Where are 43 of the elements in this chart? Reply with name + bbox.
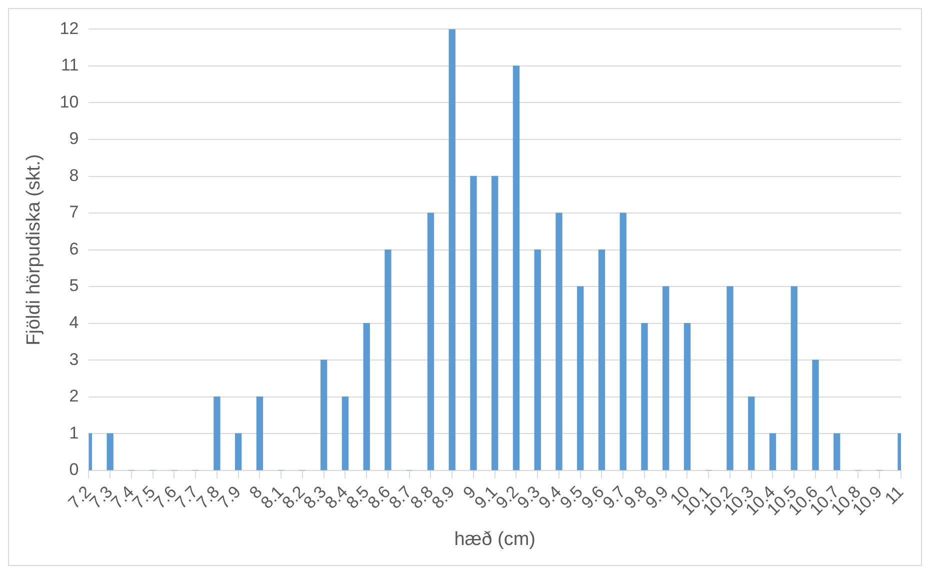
x-tick-label: 11 (881, 482, 908, 508)
bar (384, 249, 392, 470)
bar (662, 286, 670, 470)
y-tick-label: 12 (60, 18, 79, 38)
y-tick-label: 3 (69, 350, 79, 369)
bar (684, 322, 691, 470)
y-tick-label: 4 (69, 313, 79, 332)
y-tick-label: 1 (69, 423, 79, 442)
bar (748, 396, 755, 470)
x-axis-title: hæð (cm) (454, 528, 536, 550)
bar (790, 286, 798, 470)
bar (726, 286, 734, 470)
bar (363, 322, 370, 470)
bar (598, 249, 606, 470)
bar (235, 433, 242, 470)
y-tick-label: 5 (69, 276, 79, 296)
bar (769, 433, 776, 470)
y-tick-label: 7 (69, 202, 79, 222)
bar (641, 322, 648, 470)
bar (320, 360, 328, 470)
y-tick-label: 11 (61, 56, 79, 75)
bar (834, 433, 840, 470)
y-axis-title: Fjöldi hörpudiska (skt.) (24, 154, 45, 346)
bar (427, 212, 434, 470)
bar (534, 249, 541, 470)
y-tick-label: 2 (69, 386, 79, 406)
bar (256, 396, 264, 470)
bar (556, 212, 562, 470)
bar (342, 396, 349, 470)
bar (214, 396, 220, 470)
bar (620, 212, 626, 470)
bar (512, 66, 520, 470)
y-tick-label: 8 (69, 166, 79, 185)
bar (470, 176, 477, 470)
y-tick-label: 6 (69, 239, 79, 258)
bar (106, 433, 114, 470)
y-tick-label: 9 (69, 129, 79, 148)
y-tick-label: 10 (60, 92, 79, 112)
bar (492, 176, 498, 470)
bar (577, 286, 584, 470)
bar (448, 29, 456, 470)
y-tick-label: 0 (69, 460, 79, 480)
bar (812, 360, 819, 470)
